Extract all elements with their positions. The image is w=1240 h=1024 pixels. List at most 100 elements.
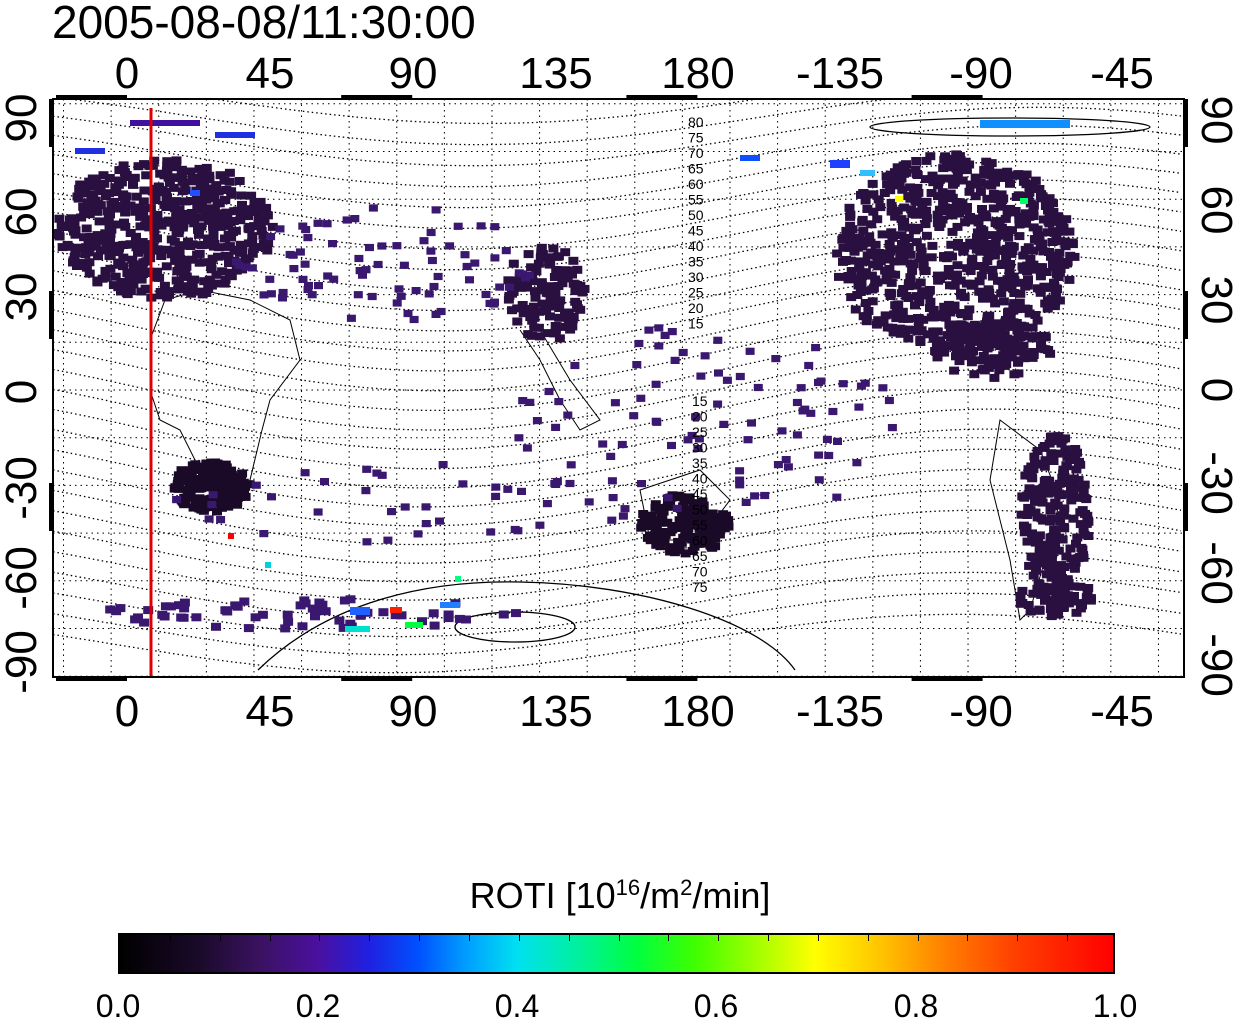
roti-cell <box>832 249 843 258</box>
roti-cell <box>334 616 345 625</box>
roti-cell <box>846 293 857 302</box>
roti-cell <box>203 234 213 243</box>
roti-cell <box>411 287 421 295</box>
roti-cell <box>1052 483 1063 492</box>
roti-cell <box>907 266 918 275</box>
roti-cell <box>523 330 534 339</box>
roti-cell <box>199 277 210 286</box>
roti-cell <box>198 506 209 515</box>
roti-cell <box>1057 535 1068 544</box>
roti-cell <box>135 212 146 221</box>
roti-cell <box>1051 251 1062 260</box>
roti-cell <box>495 283 505 291</box>
roti-cell <box>667 328 677 336</box>
roti-cell <box>426 228 436 237</box>
roti-cell <box>181 472 192 481</box>
roti-cell <box>855 288 866 296</box>
roti-cell <box>875 253 886 262</box>
contour-label: 55 <box>688 192 704 208</box>
mag-contour <box>62 99 896 146</box>
contour-label: 65 <box>688 161 704 177</box>
roti-cell <box>995 202 1006 211</box>
contour-label: 55 <box>692 517 708 533</box>
contour-label: 35 <box>692 455 708 471</box>
roti-cell <box>974 356 985 365</box>
roti-cell <box>933 192 943 201</box>
roti-cell <box>933 276 944 285</box>
roti-cell <box>910 209 921 218</box>
colorbar-tick: 0.6 <box>693 988 739 1024</box>
roti-cell <box>147 187 158 196</box>
roti-cell <box>1013 369 1024 378</box>
roti-cell <box>503 295 514 304</box>
roti-cell <box>1028 553 1039 562</box>
roti-cell <box>1034 559 1045 568</box>
roti-cell <box>298 275 308 283</box>
roti-cell <box>850 305 861 314</box>
roti-cell <box>462 262 472 271</box>
roti-cell <box>857 242 868 251</box>
roti-cell <box>1053 256 1064 265</box>
roti-cell <box>261 203 272 212</box>
roti-cell <box>72 243 83 252</box>
roti-cell <box>886 170 897 179</box>
roti-cell <box>267 493 276 501</box>
roti-cell <box>555 271 566 280</box>
contour-label: 15 <box>692 393 708 409</box>
roti-cell-high <box>405 622 423 628</box>
roti-cell <box>584 498 594 506</box>
colorbar-label-main: ROTI [10 <box>469 875 616 916</box>
roti-cell <box>362 465 372 473</box>
roti-cell <box>993 195 1004 204</box>
roti-cell <box>1014 298 1025 307</box>
roti-cell <box>1022 281 1033 290</box>
roti-cell <box>222 607 233 616</box>
top-tick: -90 <box>949 49 1013 98</box>
roti-cell <box>409 315 419 324</box>
roti-cell <box>1002 352 1013 361</box>
roti-cell <box>1021 180 1032 189</box>
roti-cell <box>894 181 905 190</box>
roti-cell <box>194 213 205 222</box>
roti-cell <box>226 272 237 281</box>
roti-cell <box>134 267 144 275</box>
roti-cell <box>781 456 791 464</box>
roti-cell <box>128 263 139 272</box>
colorbar-tick: 0.8 <box>893 988 939 1024</box>
roti-cell <box>867 297 878 306</box>
roti-cell <box>879 189 890 197</box>
roti-cell <box>783 463 793 471</box>
roti-cell <box>1037 498 1048 507</box>
roti-cell <box>1026 472 1037 481</box>
roti-cell <box>989 251 1000 260</box>
roti-cell <box>814 476 824 484</box>
roti-cell <box>654 342 664 350</box>
roti-cell <box>1017 586 1028 595</box>
colorbar-minor-tick <box>319 935 321 941</box>
roti-cell <box>937 313 948 322</box>
roti-cell <box>943 265 954 273</box>
roti-cell <box>525 309 536 318</box>
roti-cell <box>996 334 1006 343</box>
roti-cell <box>203 216 214 225</box>
roti-cell <box>991 233 1002 241</box>
roti-cell <box>861 317 872 326</box>
roti-cell <box>1055 517 1066 526</box>
roti-cell <box>979 243 990 252</box>
roti-cell <box>195 182 206 191</box>
roti-cell <box>707 509 718 518</box>
roti-cell <box>1030 508 1041 517</box>
contour-label: 20 <box>692 409 708 425</box>
roti-cell <box>199 176 209 185</box>
roti-cell <box>688 506 699 515</box>
roti-cell <box>1023 503 1034 512</box>
roti-cell <box>1031 566 1041 575</box>
roti-cell <box>1060 445 1071 454</box>
roti-cell <box>176 165 187 174</box>
roti-cell <box>130 207 141 216</box>
roti-cell <box>741 498 751 506</box>
roti-cell <box>1015 289 1026 298</box>
roti-cell <box>159 281 170 290</box>
roti-cell <box>940 271 951 280</box>
roti-cell <box>925 152 936 161</box>
